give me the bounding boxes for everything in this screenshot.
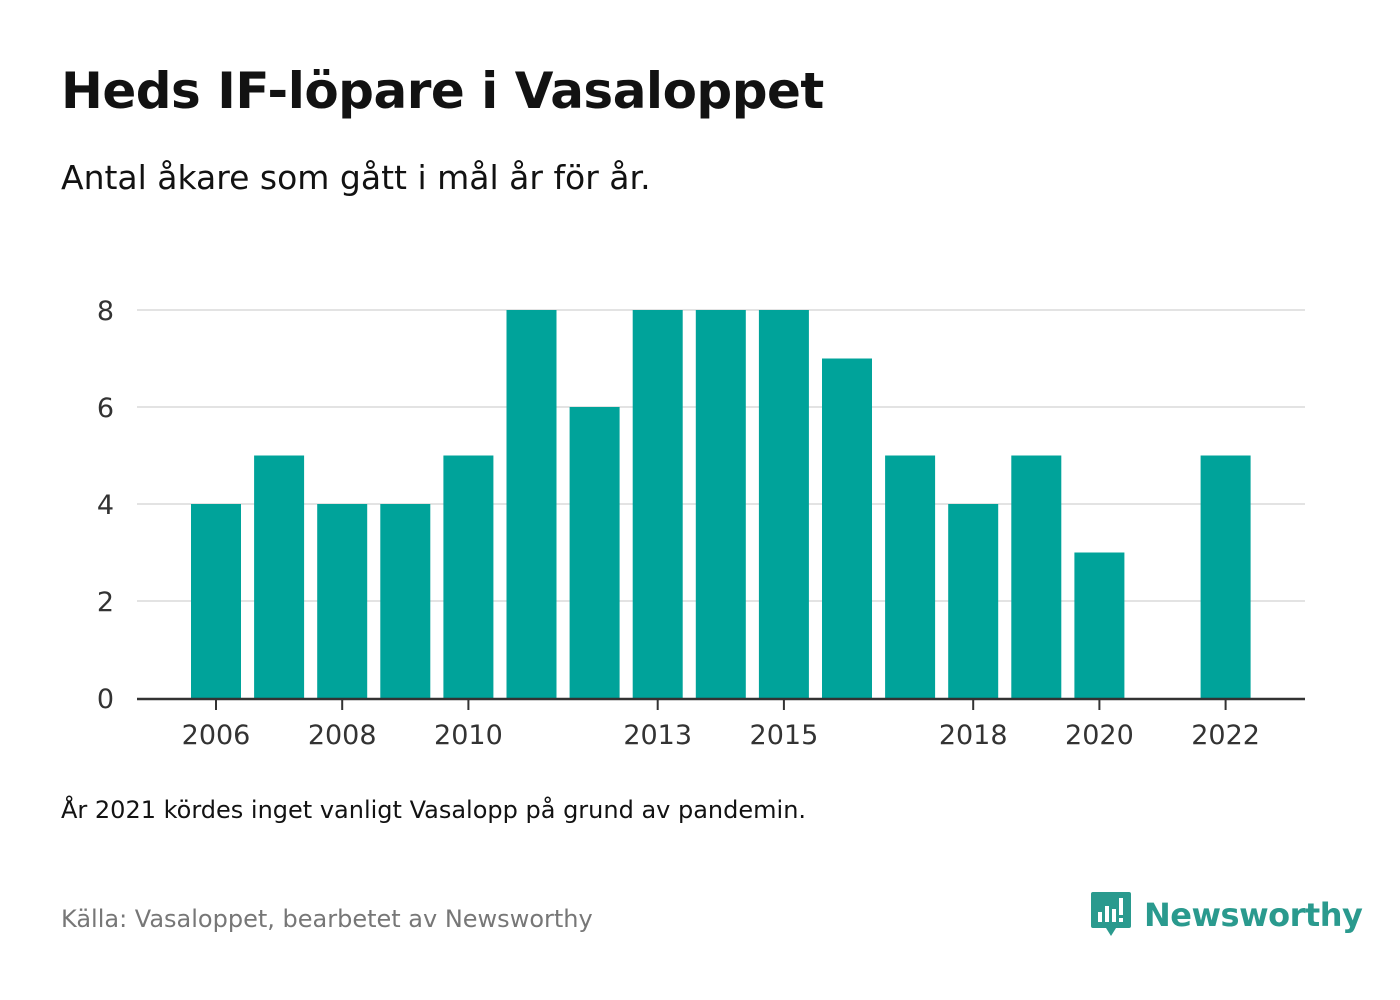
bar-2016 bbox=[822, 358, 872, 698]
y-tick-label: 4 bbox=[97, 490, 114, 521]
bar-2015 bbox=[758, 310, 809, 698]
bar-2017 bbox=[885, 455, 936, 698]
y-tick-label: 6 bbox=[97, 393, 114, 424]
bar-2009 bbox=[380, 504, 431, 698]
bar-2008 bbox=[317, 504, 368, 698]
bar-2010 bbox=[443, 455, 494, 698]
chart-title: Heds IF-löpare i Vasaloppet bbox=[61, 62, 824, 120]
bar-2012 bbox=[569, 407, 620, 698]
brand-logo: Newsworthy bbox=[1090, 890, 1363, 940]
bar-2018 bbox=[948, 504, 999, 698]
source-credit: Källa: Vasaloppet, bearbetet av Newswort… bbox=[61, 905, 593, 933]
chart-subtitle: Antal åkare som gått i mål år för år. bbox=[61, 158, 651, 197]
x-tick-label: 2015 bbox=[750, 720, 819, 751]
axes: 0 2 4 6 8 2006 2008 2010 2013 2015 2018 2020 2022 bbox=[97, 296, 1305, 751]
x-tick-label: 2010 bbox=[434, 720, 503, 751]
bars bbox=[191, 310, 1251, 698]
bar-2014 bbox=[695, 310, 746, 698]
bar-2006 bbox=[191, 504, 241, 698]
bar-2013 bbox=[632, 310, 683, 698]
y-tick-label: 0 bbox=[97, 684, 114, 715]
x-tick-label: 2018 bbox=[939, 720, 1008, 751]
y-tick-label: 2 bbox=[97, 587, 114, 618]
x-tick-label: 2013 bbox=[623, 720, 692, 751]
bar-2020 bbox=[1074, 552, 1125, 698]
x-tick-label: 2020 bbox=[1065, 720, 1134, 751]
bar-2007 bbox=[254, 455, 305, 698]
bar-2022 bbox=[1200, 455, 1251, 698]
bar-2019 bbox=[1011, 455, 1062, 698]
y-tick-label: 8 bbox=[97, 296, 114, 327]
chart-note: År 2021 kördes inget vanligt Vasalopp på… bbox=[61, 796, 807, 824]
brand-name: Newsworthy bbox=[1144, 896, 1363, 934]
bar-2011 bbox=[506, 310, 557, 698]
x-tick-label: 2008 bbox=[308, 720, 377, 751]
x-tick-label: 2006 bbox=[182, 720, 251, 751]
x-tick-label: 2022 bbox=[1191, 720, 1260, 751]
newsworthy-logo-icon bbox=[1091, 892, 1131, 936]
